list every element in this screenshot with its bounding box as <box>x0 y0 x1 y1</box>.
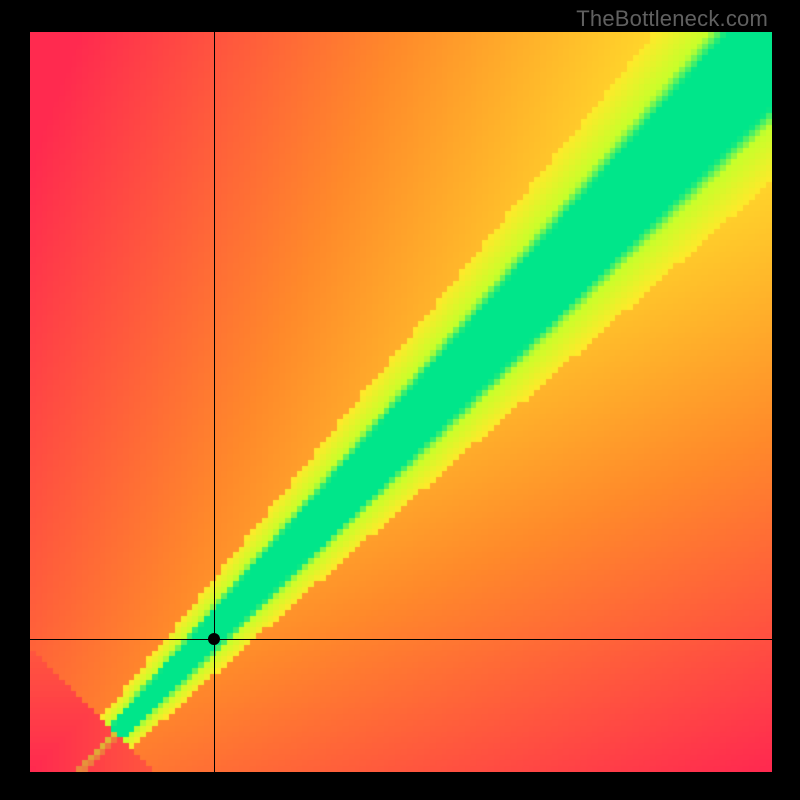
crosshair-marker <box>208 633 220 645</box>
crosshair-horizontal <box>30 639 772 640</box>
watermark-text: TheBottleneck.com <box>576 6 768 32</box>
heatmap-canvas <box>30 32 772 772</box>
crosshair-vertical <box>214 32 215 772</box>
heatmap-plot <box>30 32 772 772</box>
